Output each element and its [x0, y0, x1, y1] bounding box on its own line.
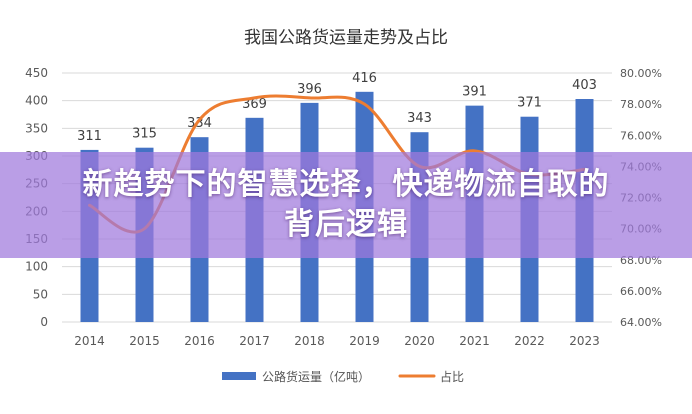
bar-value-label: 396	[297, 82, 322, 97]
x-tick-label: 2023	[569, 334, 600, 348]
bar-value-label: 371	[517, 96, 542, 111]
x-tick-label: 2014	[74, 334, 105, 348]
y-left-tick-label: 50	[33, 287, 48, 301]
y-left-tick-label: 0	[40, 315, 48, 329]
bar-value-label: 403	[572, 78, 597, 93]
legend: 公路货运量（亿吨） 占比	[222, 369, 464, 384]
x-tick-label: 2017	[239, 334, 270, 348]
x-tick-label: 2018	[294, 334, 325, 348]
x-tick-label: 2019	[349, 334, 380, 348]
headline-banner: 新趋势下的智慧选择，快递物流自取的 背后逻辑	[0, 152, 692, 258]
y-left-tick-label: 350	[25, 121, 48, 135]
legend-swatch-bar	[222, 372, 256, 380]
bar-value-label: 315	[132, 127, 157, 142]
y-left-tick-label: 400	[25, 94, 48, 108]
bar-value-label: 311	[77, 129, 102, 144]
bar-value-label: 391	[462, 85, 487, 100]
x-tick-label: 2016	[184, 334, 215, 348]
y-right-tick-label: 66.00%	[620, 285, 662, 298]
x-tick-label: 2015	[129, 334, 160, 348]
y-right-tick-label: 80.00%	[620, 67, 662, 80]
x-tick-label: 2020	[404, 334, 435, 348]
legend-label-bar: 公路货运量（亿吨）	[262, 369, 370, 384]
headline-line-1: 新趋势下的智慧选择，快递物流自取的	[82, 167, 610, 202]
x-tick-label: 2022	[514, 334, 545, 348]
x-tick-label: 2021	[459, 334, 490, 348]
legend-label-line: 占比	[440, 369, 464, 384]
y-right-tick-label: 64.00%	[620, 316, 662, 329]
chart-title: 我国公路货运量走势及占比	[244, 28, 448, 48]
bar-value-label: 416	[352, 71, 377, 86]
bar-value-label: 343	[407, 111, 432, 126]
y-right-tick-label: 76.00%	[620, 129, 662, 142]
y-right-tick-label: 78.00%	[620, 98, 662, 111]
y-left-tick-label: 450	[25, 66, 48, 80]
headline-line-2: 背后逻辑	[284, 207, 408, 242]
y-left-tick-label: 100	[25, 260, 48, 274]
bar-value-label: 369	[242, 97, 267, 112]
